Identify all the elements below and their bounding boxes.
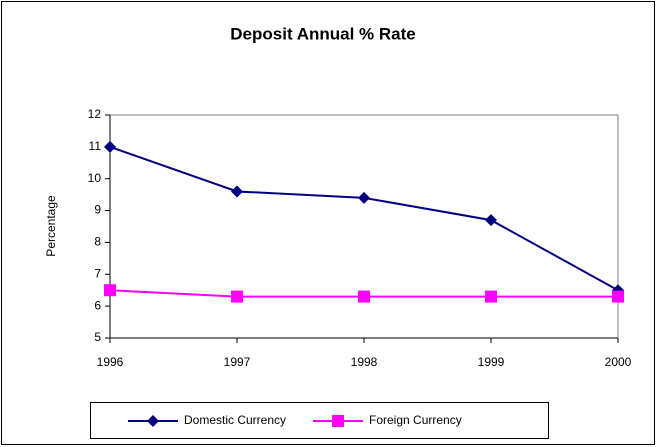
legend-marker	[332, 415, 344, 427]
point-marker	[358, 290, 370, 303]
y-tick-label: 10	[88, 171, 102, 185]
point-marker	[485, 290, 497, 303]
point-marker	[104, 284, 116, 297]
y-tick-label: 7	[94, 266, 101, 280]
point-marker	[485, 214, 497, 227]
x-tick-label: 1998	[351, 355, 378, 369]
legend-marker	[147, 415, 159, 427]
y-tick-label: 5	[94, 330, 101, 344]
point-marker	[231, 290, 243, 303]
x-tick-label: 1999	[478, 355, 505, 369]
y-axis-label: Percentage	[44, 195, 58, 257]
chart-title: Deposit Annual % Rate	[230, 24, 415, 43]
point-marker	[231, 185, 243, 198]
y-tick-label: 8	[94, 235, 101, 249]
y-tick-label: 12	[88, 107, 102, 121]
legend-label: Domestic Currency	[184, 413, 286, 427]
point-marker	[358, 191, 370, 204]
legend-label: Foreign Currency	[369, 413, 462, 427]
x-tick-label: 2000	[605, 355, 632, 369]
y-tick-label: 11	[89, 139, 102, 153]
y-tick-label: 9	[94, 203, 101, 217]
point-marker	[612, 290, 624, 303]
x-tick-label: 1997	[224, 355, 251, 369]
y-tick-label: 6	[94, 298, 101, 312]
point-marker	[104, 140, 116, 153]
x-tick-label: 1996	[97, 355, 124, 369]
